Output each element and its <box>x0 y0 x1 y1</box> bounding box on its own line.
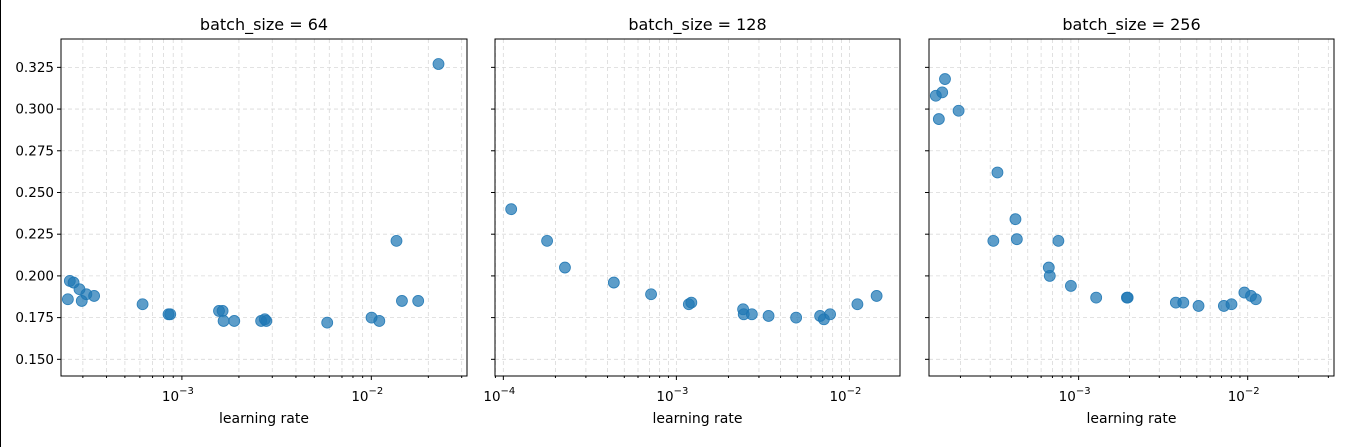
data-point <box>216 305 229 317</box>
data-point <box>762 310 775 322</box>
data-point <box>228 315 241 327</box>
data-point <box>321 316 334 329</box>
panel-title: batch_size = 64 <box>200 15 328 35</box>
data-point <box>987 234 1000 247</box>
data-point <box>61 293 74 306</box>
panel-title: batch_size = 128 <box>628 15 766 35</box>
data-point <box>936 86 949 99</box>
data-point <box>1249 293 1262 306</box>
y-tick-label: 0.275 <box>15 143 54 159</box>
data-point <box>541 234 553 247</box>
y-tick-label: 0.300 <box>15 102 54 118</box>
data-point <box>1090 291 1103 304</box>
x-axis-label: learning rate <box>1086 411 1176 427</box>
data-point <box>952 104 965 117</box>
data-point <box>1052 234 1065 247</box>
x-tick-label: 10−2 <box>1228 386 1260 405</box>
data-point <box>1192 300 1205 312</box>
data-point <box>790 311 803 324</box>
data-point <box>559 261 571 274</box>
panel-1: 0.150 0.175 0.200 0.225 0.250 0.275 0.300 0.325… <box>15 15 468 427</box>
data-point <box>645 288 657 301</box>
data-point <box>396 295 408 307</box>
plot-frame <box>494 38 901 377</box>
data-point <box>260 315 273 327</box>
data-point <box>870 290 883 302</box>
x-axis-label: learning rate <box>652 411 742 427</box>
plot-frame <box>60 38 468 377</box>
x-axis-label: learning rate <box>219 411 309 427</box>
data-point <box>685 296 698 309</box>
data-point <box>607 276 620 289</box>
data-point <box>824 308 836 321</box>
data-point <box>432 58 445 70</box>
y-tick-label: 0.200 <box>15 268 54 284</box>
y-tick-label: 0.250 <box>15 185 54 201</box>
data-point <box>1043 270 1056 282</box>
x-tick-label: 10−3 <box>162 386 194 405</box>
x-tick-label: 10−3 <box>1059 386 1091 405</box>
data-point <box>412 295 425 307</box>
data-point <box>991 166 1004 179</box>
panel-2: 10−4 10−3 10−2 batch_size = 128 learning rat… <box>483 15 901 427</box>
x-tick-label: 10−2 <box>351 386 383 405</box>
data-point <box>745 308 758 321</box>
data-point <box>1225 298 1238 311</box>
data-point <box>939 73 951 85</box>
data-point <box>505 203 518 216</box>
x-tick-label: 10−2 <box>829 386 861 405</box>
x-tick-label: 10−3 <box>656 386 688 405</box>
y-tick-label: 0.175 <box>15 310 54 326</box>
y-tick-label: 0.325 <box>15 60 54 76</box>
data-point <box>1121 291 1134 304</box>
plot-frame <box>928 38 1335 377</box>
data-point <box>1010 233 1023 246</box>
data-point <box>136 298 149 311</box>
data-point <box>1009 213 1022 226</box>
data-point <box>217 315 230 327</box>
panel-3: 10−3 10−2 batch_size = 256 learning rate <box>925 15 1335 427</box>
data-point <box>851 298 864 311</box>
data-point <box>88 290 101 302</box>
panel-title: batch_size = 256 <box>1062 15 1200 35</box>
x-tick-label: 10−4 <box>483 386 515 405</box>
y-tick-label: 0.150 <box>15 352 54 368</box>
data-point <box>390 234 403 247</box>
data-point <box>373 315 386 327</box>
data-point <box>164 308 177 321</box>
data-point <box>1177 296 1190 309</box>
data-point <box>1064 280 1077 292</box>
y-tick-label: 0.225 <box>15 227 54 243</box>
data-point <box>932 113 945 125</box>
